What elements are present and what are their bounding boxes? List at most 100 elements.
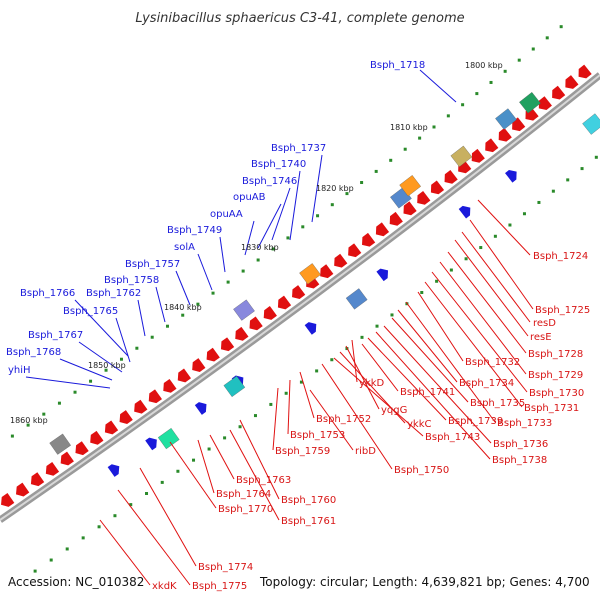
gene-label[interactable]: resD <box>533 318 556 329</box>
tick-mark <box>26 423 30 427</box>
gene-label[interactable]: solA <box>174 242 195 253</box>
reverse-gene <box>263 306 277 320</box>
reverse-gene <box>163 378 177 393</box>
gene-label[interactable]: Bsph_1763 <box>236 475 291 486</box>
gene-label[interactable]: Bsph_1728 <box>528 349 583 360</box>
gene-label[interactable]: opuAB <box>233 192 266 203</box>
tick-mark <box>299 380 303 384</box>
gene-label[interactable]: Bsph_1768 <box>6 347 61 358</box>
reverse-gene <box>334 253 348 268</box>
leader-line <box>345 345 380 410</box>
tick-mark <box>390 313 394 317</box>
tick-mark <box>57 401 61 405</box>
gene-label[interactable]: Bsph_1737 <box>271 143 326 154</box>
leader-line <box>321 363 393 470</box>
gene-label[interactable]: opuAA <box>210 209 243 220</box>
leader-line <box>333 357 424 437</box>
leader-line <box>244 220 255 256</box>
tick-mark <box>253 414 257 418</box>
gene-label[interactable]: Bsph_1749 <box>167 225 222 236</box>
gene-label[interactable]: Bsph_1741 <box>400 387 455 398</box>
gene-label[interactable]: Bsph_1770 <box>218 504 273 515</box>
gene-label[interactable]: xkdK <box>152 581 177 592</box>
gene-label[interactable]: Bsph_1725 <box>535 305 590 316</box>
reverse-gene <box>75 441 89 456</box>
forward-gene-labels: Bsph_1718 Bsph_1737 Bsph_1740 Bsph_1746 … <box>6 60 425 376</box>
gene-label[interactable]: ykkD <box>359 378 385 389</box>
leader-line <box>397 309 458 383</box>
tick-mark <box>49 558 53 562</box>
reverse-gene <box>430 180 445 195</box>
kbp-tick-labels: 1800 kbp 1810 kbp 1820 kbp 1830 kbp 1840… <box>10 61 503 425</box>
gene-label[interactable]: Bsph_1767 <box>28 330 83 341</box>
tick-mark <box>559 25 563 29</box>
leader-line <box>469 219 534 310</box>
tick-mark <box>418 136 422 140</box>
leader-line <box>74 299 129 357</box>
tick-mark <box>580 167 584 171</box>
tick-mark <box>269 402 273 406</box>
leader-line <box>219 236 226 273</box>
gene-label[interactable]: Bsph_1752 <box>316 414 371 425</box>
gene-label[interactable]: Bsph_1764 <box>216 489 271 500</box>
tick-mark <box>566 178 570 182</box>
gene-label[interactable]: Bsph_1733 <box>497 418 552 429</box>
gene-label[interactable]: yqgG <box>381 405 407 416</box>
gene-label[interactable]: Bsph_1718 <box>370 60 425 71</box>
gene-label[interactable]: Bsph_1739 <box>448 416 503 427</box>
gene-label[interactable]: Bsph_1731 <box>524 403 579 414</box>
reverse-gene <box>403 201 417 216</box>
gene-label[interactable]: Bsph_1758 <box>104 275 159 286</box>
reverse-gene <box>177 368 191 383</box>
forward-gene <box>505 170 517 183</box>
genome-summary-text: Topology: circular; Length: 4,639,821 bp… <box>259 575 590 589</box>
gene-label[interactable]: Bsph_1724 <box>533 251 588 262</box>
gene-label[interactable]: Bsph_1774 <box>198 562 253 573</box>
gene-label[interactable]: yhiH <box>8 365 31 376</box>
gene-label[interactable]: Bsph_1761 <box>281 516 336 527</box>
gene-label[interactable]: Bsph_1762 <box>86 288 141 299</box>
tick-mark <box>594 155 598 159</box>
gene-label[interactable]: Bsph_1730 <box>529 388 584 399</box>
gene-label[interactable]: Bsph_1759 <box>275 446 330 457</box>
gene-label[interactable]: Bsph_1750 <box>394 465 449 476</box>
reverse-gene <box>538 96 552 111</box>
gene-label[interactable]: Bsph_1760 <box>281 495 336 506</box>
gene-label[interactable]: Bsph_1736 <box>493 439 548 450</box>
gene-label[interactable]: Bsph_1746 <box>242 176 297 187</box>
tick-mark <box>461 103 465 107</box>
tick-mark <box>315 369 319 373</box>
gene-label[interactable]: Bsph_1757 <box>125 259 180 270</box>
gene-label[interactable]: Bsph_1775 <box>192 581 247 592</box>
reverse-gene <box>565 75 579 89</box>
gene-label[interactable]: Bsph_1740 <box>251 159 306 170</box>
gene-label[interactable]: Bsph_1743 <box>425 432 480 443</box>
gene-label[interactable]: Bsph_1732 <box>465 357 520 368</box>
tick-mark <box>517 58 521 62</box>
gene-label[interactable]: ykkC <box>407 419 432 430</box>
reverse-gene <box>30 472 45 487</box>
gene-label[interactable]: Bsph_1729 <box>528 370 583 381</box>
reverse-gene <box>362 232 376 247</box>
tick-mark <box>551 189 555 193</box>
gene-label[interactable]: Bsph_1735 <box>470 398 525 409</box>
gene-label[interactable]: Bsph_1765 <box>63 306 118 317</box>
gene-label[interactable]: Bsph_1766 <box>20 288 75 299</box>
reverse-gene <box>119 410 133 424</box>
tick-mark <box>464 257 468 261</box>
gene-label[interactable]: Bsph_1738 <box>492 455 547 466</box>
feature-box <box>519 92 541 114</box>
gene-label[interactable]: Bsph_1734 <box>459 378 514 389</box>
tick-mark <box>284 391 288 395</box>
gene-label[interactable]: resE <box>530 332 552 343</box>
reverse-gene <box>578 64 592 79</box>
reverse-gene <box>389 211 403 226</box>
leader-line <box>417 291 464 362</box>
feature-boxes <box>49 92 600 455</box>
feature-box <box>399 175 421 197</box>
tick-mark <box>89 379 93 383</box>
gene-label[interactable]: ribD <box>355 446 376 457</box>
gene-label[interactable]: Bsph_1753 <box>290 430 345 441</box>
